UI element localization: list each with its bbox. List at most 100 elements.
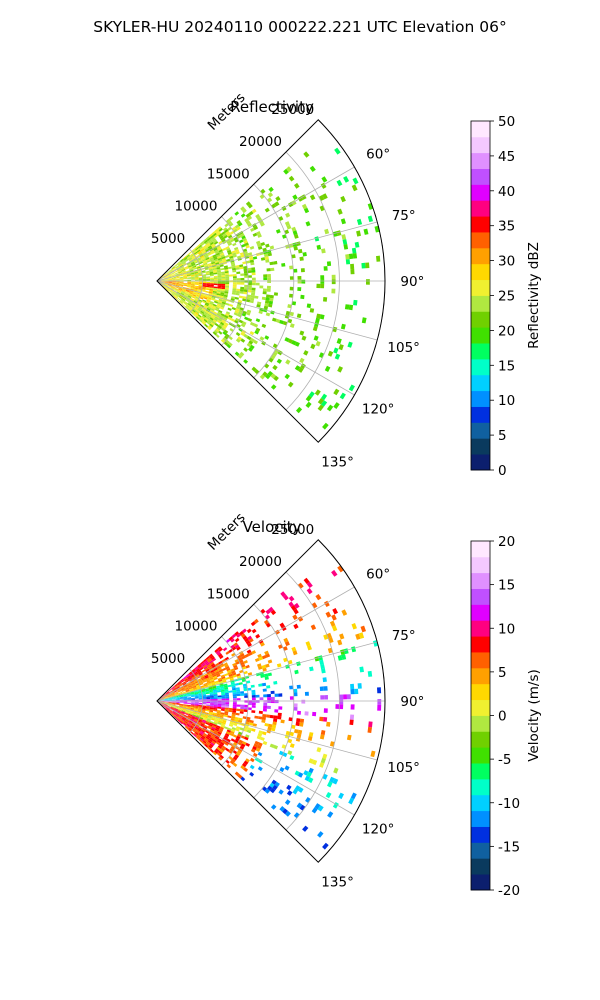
range-gate — [200, 256, 205, 260]
range-gate — [165, 288, 169, 292]
range-gate — [170, 707, 175, 709]
range-gate — [223, 683, 228, 687]
range-gate — [352, 253, 358, 259]
range-gate — [216, 313, 221, 317]
range-gate — [241, 235, 246, 240]
range-gate — [179, 275, 184, 277]
range-gate — [213, 709, 218, 712]
range-gate — [195, 683, 200, 686]
range-gate — [233, 698, 237, 701]
range-gate — [198, 244, 202, 249]
range-gate — [270, 690, 275, 694]
range-gate — [223, 316, 228, 321]
range-gate — [264, 335, 270, 340]
range-gate — [240, 277, 245, 281]
range-gate — [168, 697, 172, 699]
range-gate — [322, 842, 329, 850]
range-gate — [258, 742, 263, 747]
range-gate — [239, 745, 245, 750]
range-gate — [236, 704, 241, 707]
range-gate — [247, 289, 252, 293]
range-gate — [183, 701, 188, 703]
range-gate — [160, 698, 165, 700]
range-gate — [202, 740, 207, 744]
range-gate — [297, 710, 301, 715]
range-gate — [178, 295, 183, 299]
range-gate — [253, 339, 258, 345]
range-gate — [193, 733, 197, 738]
range-gate — [232, 762, 238, 767]
range-gate — [211, 683, 216, 686]
range-gate — [234, 296, 239, 300]
range-gate — [209, 677, 214, 681]
range-gate — [205, 287, 210, 289]
range-gate — [190, 261, 195, 265]
range-gate — [198, 273, 203, 276]
range-gate — [210, 697, 214, 700]
range-gate — [217, 283, 222, 286]
range-gate — [185, 259, 189, 263]
range-gate — [167, 704, 172, 707]
range-gate — [216, 246, 221, 250]
range-gate — [193, 307, 198, 311]
range-gate — [204, 304, 208, 308]
range-gate — [212, 687, 217, 691]
range-gate — [184, 720, 188, 724]
range-gate — [218, 660, 223, 665]
range-gate — [200, 293, 205, 296]
range-gate — [266, 685, 271, 689]
range-gate — [326, 404, 334, 412]
range-gate — [164, 696, 168, 699]
range-gate — [180, 293, 184, 296]
range-gate — [194, 273, 199, 275]
range-gate — [162, 285, 166, 289]
range-gate — [191, 698, 195, 700]
range-gate — [320, 182, 327, 189]
range-gate — [180, 713, 184, 716]
range-gate — [208, 312, 213, 316]
range-gate — [222, 325, 227, 330]
range-gate — [191, 675, 196, 679]
range-gate — [217, 695, 222, 698]
range-gate — [195, 673, 199, 677]
range-gate — [224, 689, 229, 692]
range-gate — [212, 713, 217, 717]
range-gate — [269, 714, 274, 719]
range-gate — [194, 702, 199, 704]
range-gate — [194, 276, 199, 278]
range-gate — [204, 737, 209, 742]
range-gate — [181, 711, 185, 714]
range-gate — [194, 252, 199, 256]
range-gate — [170, 273, 175, 276]
range-gate — [284, 337, 290, 342]
range-gate — [179, 282, 184, 283]
range-gate — [221, 705, 226, 708]
range-gate — [184, 713, 189, 716]
range-gate — [221, 702, 226, 704]
range-gate — [180, 259, 184, 263]
range-gate — [243, 250, 248, 255]
range-gate — [201, 309, 206, 313]
range-gate — [202, 275, 207, 277]
range-gate — [162, 273, 166, 277]
range-gate — [178, 263, 183, 267]
range-gate — [190, 718, 195, 721]
range-gate — [252, 746, 257, 751]
range-gate — [180, 712, 185, 716]
range-gate — [176, 718, 181, 722]
range-gate — [164, 696, 168, 699]
range-gate — [164, 276, 168, 279]
range-gate — [264, 723, 269, 727]
range-gate — [334, 147, 341, 155]
range-gate — [265, 663, 270, 668]
range-gate — [172, 703, 176, 705]
range-gate — [303, 350, 309, 356]
range-gate — [209, 661, 214, 666]
range-gate — [232, 269, 237, 273]
range-gate — [268, 723, 273, 728]
range-gate — [182, 287, 187, 289]
range-gate — [243, 709, 248, 713]
range-gate — [194, 288, 198, 291]
range-gate — [255, 694, 260, 698]
range-gate — [226, 343, 231, 349]
